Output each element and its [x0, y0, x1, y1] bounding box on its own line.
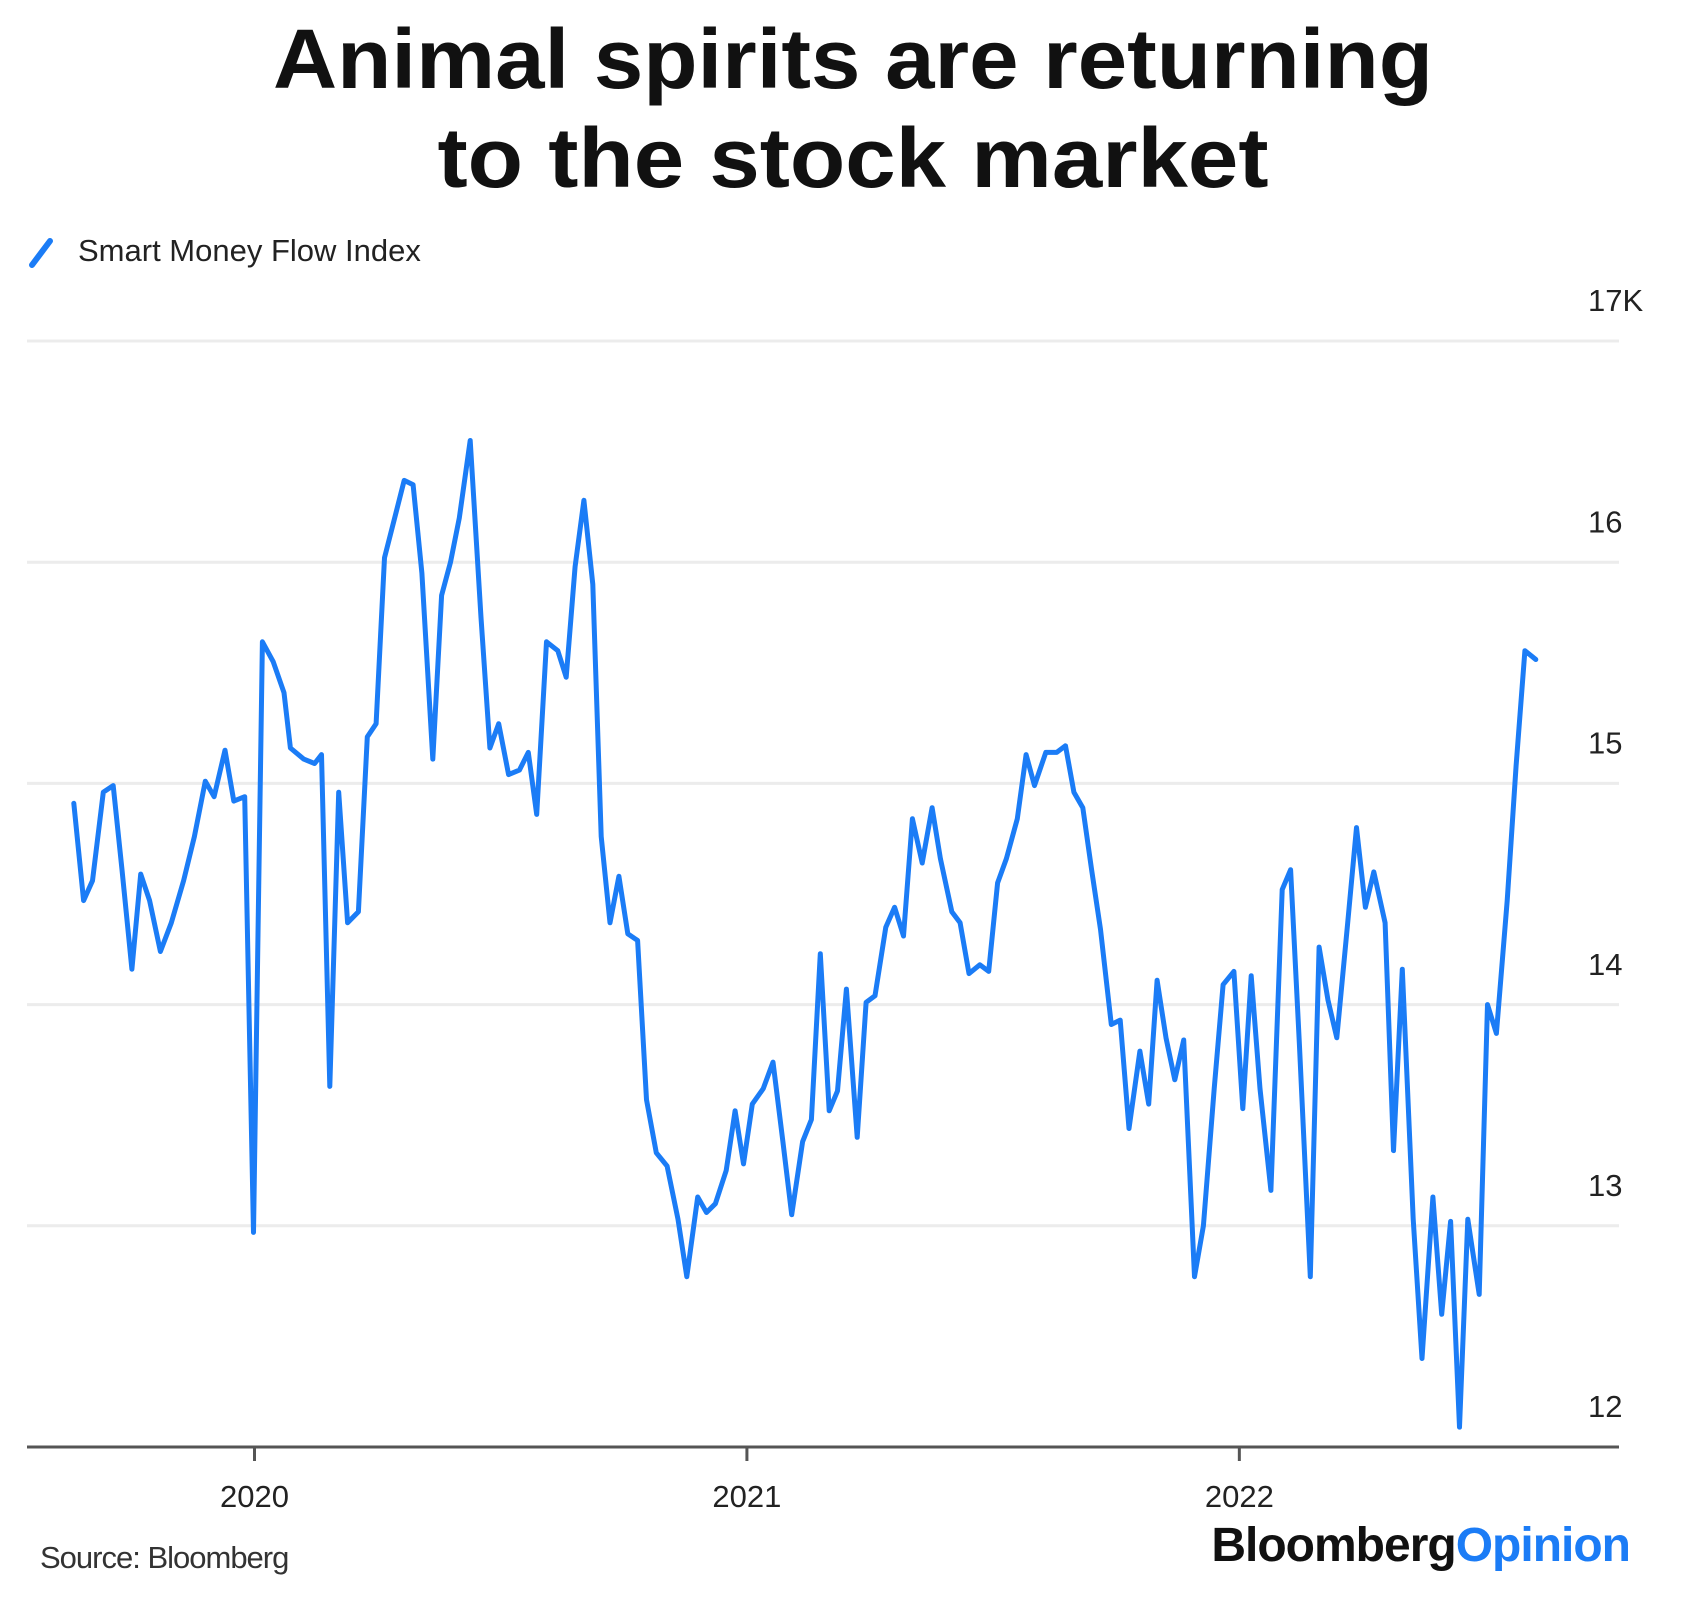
brand-word: Bloomberg [1211, 1519, 1455, 1572]
legend-swatch [29, 238, 53, 268]
brand-logo: BloombergOpinion [1211, 1519, 1630, 1572]
y-tick-label: 12 [1588, 1389, 1622, 1424]
legend-label: Smart Money Flow Index [78, 233, 421, 268]
y-tick-label: 16 [1588, 504, 1622, 539]
y-tick-label: 17K [1588, 283, 1643, 318]
x-tick-label: 2022 [1205, 1479, 1274, 1514]
brand-word: Opinion [1456, 1519, 1630, 1572]
x-tick-label: 2020 [220, 1479, 289, 1514]
chart-title: Animal spirits are returning [273, 12, 1433, 106]
y-tick-label: 14 [1588, 947, 1622, 982]
y-tick-label: 15 [1588, 726, 1622, 761]
y-tick-label: 13 [1588, 1168, 1622, 1203]
x-tick-label: 2021 [712, 1479, 781, 1514]
chart-title: to the stock market [438, 111, 1269, 205]
data-line [71, 438, 1539, 1430]
source-note: Source: Bloomberg [40, 1540, 288, 1575]
